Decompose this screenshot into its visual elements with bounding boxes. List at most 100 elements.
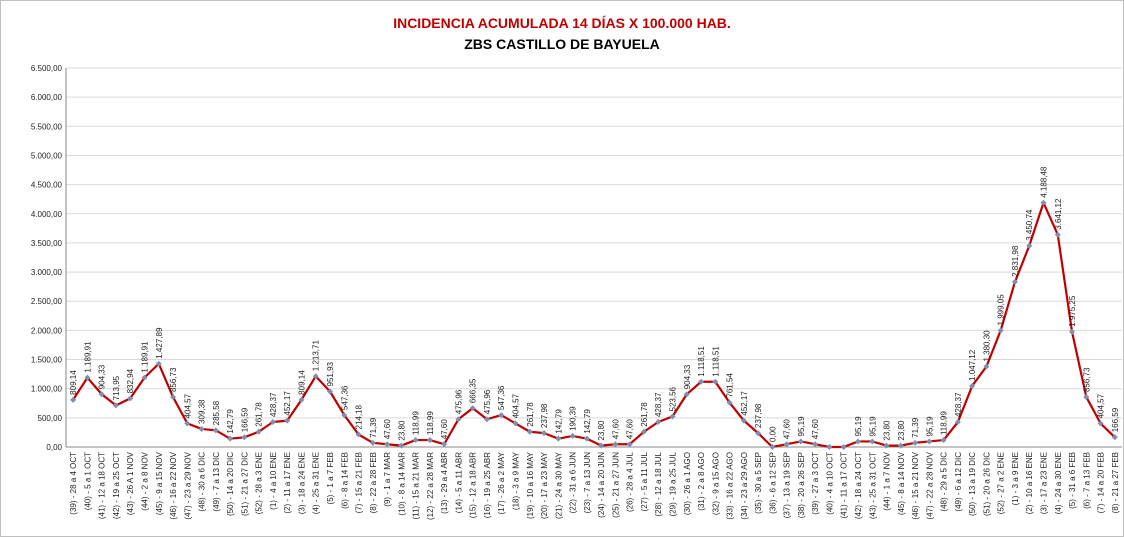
data-label: 47,60 — [440, 419, 449, 440]
x-tick-label: (13) - 29 a 4 ABR — [440, 452, 449, 514]
data-point — [698, 378, 705, 385]
data-point — [1011, 278, 1018, 285]
x-tick-label: (4) - 25 a 31 ENE — [312, 452, 321, 514]
data-point — [797, 438, 804, 445]
x-tick-label: (42) - 19 a 25 OCT — [112, 452, 121, 519]
data-point — [284, 417, 291, 424]
data-point — [598, 442, 605, 449]
data-label: 23,80 — [397, 420, 406, 441]
data-point — [241, 434, 248, 441]
data-label: 1.213,71 — [312, 340, 321, 372]
data-label: 666,35 — [469, 378, 478, 403]
y-tick-label: 4.000,00 — [31, 210, 63, 219]
x-tick-label: (29) - 19 a 25 JUL — [668, 451, 677, 516]
x-tick-label: (27) - 5 a 11 JUL — [640, 451, 649, 511]
x-tick-label: (15) - 12 a 18 ABR — [469, 452, 478, 518]
x-tick-label: (34) - 23 a 29 AGO — [740, 452, 749, 520]
data-point — [726, 399, 733, 406]
x-tick-label: (8) - 21 a 27 FEB — [1111, 452, 1120, 513]
x-tick-label: (5) - 1 a 7 FEB — [326, 452, 335, 504]
data-label: 47,60 — [383, 419, 392, 440]
data-label: 190,39 — [569, 406, 578, 431]
x-tick-label: (14) - 5 a 11 ABR — [454, 452, 463, 513]
data-point — [84, 374, 91, 381]
data-point — [826, 444, 833, 450]
data-label: 95,19 — [868, 416, 877, 437]
data-point — [712, 378, 719, 385]
x-tick-label: (16) - 19 a 25 ABR — [483, 452, 492, 518]
y-tick-label: 2.000,00 — [31, 326, 63, 335]
data-label: 237,98 — [540, 403, 549, 428]
data-label: 904,33 — [98, 364, 107, 389]
x-tick-label: (23) - 7 a 13 JUN — [583, 452, 592, 514]
data-label: 118,99 — [412, 411, 421, 435]
y-tick-label: 4.500,00 — [31, 181, 63, 190]
x-tick-label: (4) - 24 a 30 ENE — [1054, 452, 1063, 514]
x-tick-label: (47) - 23 a 29 NOV — [183, 451, 192, 519]
x-tick-label: (51) - 21 a 27 DIC — [240, 452, 249, 516]
data-point — [926, 438, 933, 445]
data-label: 214,18 — [355, 404, 364, 429]
x-tick-label: (46) - 16 a 22 NOV — [169, 451, 178, 519]
data-point — [954, 419, 961, 426]
x-tick-label: (41) - 11 a 17 OCT — [840, 452, 849, 519]
x-tick-label: (5) - 31 a 6 FEB — [1068, 452, 1077, 509]
x-tick-label: (42) - 18 a 24 OCT — [854, 452, 863, 519]
y-tick-label: 6.500,00 — [31, 64, 63, 73]
x-tick-label: (3) - 17 a 23 ENE — [1040, 452, 1049, 514]
data-point — [512, 420, 519, 427]
x-tick-label: (18) - 3 a 9 MAY — [512, 451, 521, 510]
x-tick-label: (51) - 20 a 26 DIC — [982, 452, 991, 516]
x-tick-label: (2) - 11 a 17 ENE — [283, 452, 292, 514]
data-point — [812, 441, 819, 448]
data-label: 452,17 — [283, 391, 292, 416]
x-tick-label: (11) - 15 a 21 MAR — [412, 452, 421, 520]
data-label: 71,39 — [369, 417, 378, 438]
data-point — [555, 435, 562, 442]
data-point — [569, 432, 576, 439]
x-tick-label: (37) - 13 a 19 SEP — [783, 452, 792, 518]
data-point — [141, 374, 148, 381]
y-tick-label: 0,00 — [46, 443, 62, 452]
x-tick-label: (17) - 26 a 2 MAY — [497, 451, 506, 514]
x-tick-label: (48) - 29 a 5 DIC — [940, 452, 949, 512]
data-label: 261,78 — [526, 402, 535, 427]
data-label: 47,60 — [611, 419, 620, 440]
x-tick-label: (30) - 26 a 1 AGO — [683, 452, 692, 515]
x-tick-label: (49) - 7 a 13 DIC — [212, 452, 221, 512]
x-tick-label: (49) - 6 a 12 DIC — [954, 452, 963, 512]
y-tick-label: 500,00 — [38, 414, 63, 423]
data-point — [469, 405, 476, 412]
data-label: 404,57 — [1097, 393, 1106, 418]
data-point — [769, 444, 776, 450]
data-label: 118,99 — [940, 411, 949, 435]
data-label: 4.188,48 — [1040, 166, 1049, 198]
data-label: 3.641,12 — [1054, 198, 1063, 230]
data-point — [441, 441, 448, 448]
x-tick-label: (6) - 7 a 13 FEB — [1082, 452, 1091, 509]
data-point — [997, 327, 1004, 334]
data-label: 142,79 — [583, 409, 592, 434]
chart-title: INCIDENCIA ACUMULADA 14 DÍAS X 100.000 H… — [393, 15, 731, 31]
data-label: 1.975,25 — [1068, 295, 1077, 327]
x-tick-label: (7) - 14 a 20 FEB — [1097, 452, 1106, 513]
x-tick-label: (43) - 25 a 31 OCT — [868, 452, 877, 519]
data-label: 547,36 — [340, 385, 349, 410]
data-point — [255, 428, 262, 435]
data-point — [526, 428, 533, 435]
x-tick-label: (32) - 9 a 15 AGO — [711, 452, 720, 515]
data-point — [883, 442, 890, 449]
data-label: 2.831,98 — [1011, 245, 1020, 277]
data-point — [341, 412, 348, 419]
x-tick-label: (35) - 30 a 5 SEP — [754, 452, 763, 514]
data-label: 166,59 — [240, 407, 249, 432]
x-tick-label: (28) - 12 a 18 JUL — [654, 451, 663, 516]
x-tick-label: (40) - 5 a 1 OCT — [83, 452, 92, 510]
data-label: 1.427,89 — [155, 327, 164, 359]
x-tick-label: (50) - 13 a 19 DIC — [968, 452, 977, 516]
data-point — [1111, 434, 1118, 441]
data-point — [969, 382, 976, 389]
data-label: 809,14 — [69, 370, 78, 395]
y-tick-label: 5.500,00 — [31, 122, 63, 131]
